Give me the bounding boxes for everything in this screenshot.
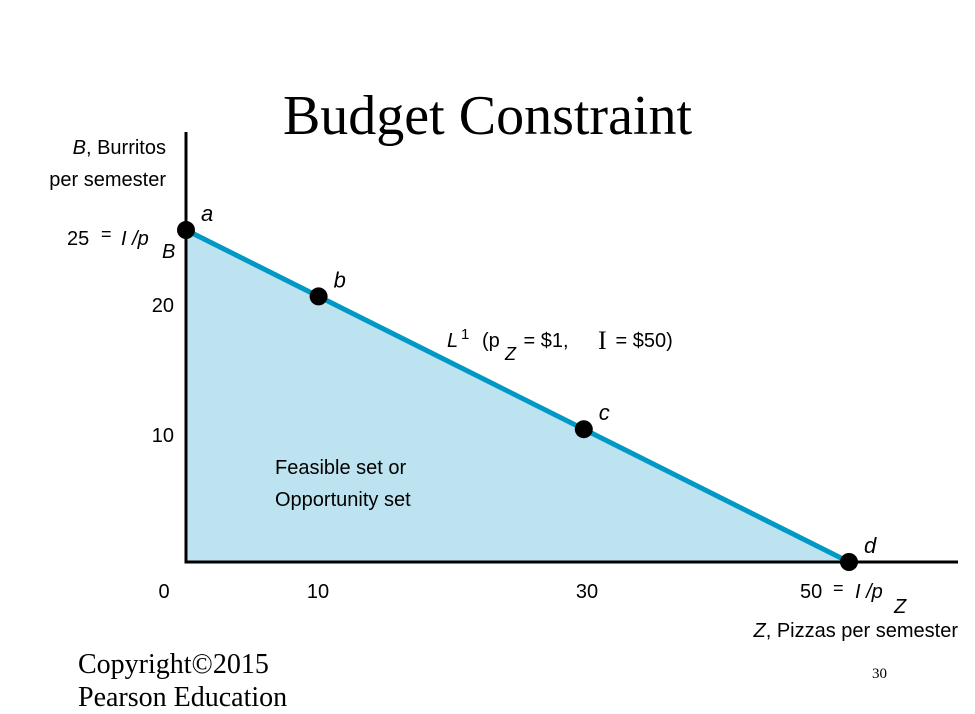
line-label-open: (p: [482, 330, 500, 352]
x-intercept-value: 50: [800, 581, 822, 603]
points-group: a b c d: [177, 201, 877, 571]
point-b: [309, 287, 328, 306]
y-axis-label-line2: per semester: [49, 169, 166, 191]
line-label-income: I: [598, 326, 607, 355]
y-axis-label-rest: , Burritos: [86, 137, 166, 159]
y-tick-label: 10: [152, 425, 174, 447]
point-a: [177, 221, 195, 239]
point-label-c: c: [599, 400, 610, 425]
copyright-line: Pearson Education: [78, 682, 288, 713]
line-label-end: = $50): [610, 330, 673, 352]
y-tick-label: 20: [152, 295, 174, 317]
line-label-mid: = $1,: [518, 330, 580, 352]
y-intercept-value: 25: [67, 228, 89, 250]
point-d: [840, 553, 858, 571]
copyright-line: Copyright©2015: [78, 649, 269, 680]
x-intercept-subscript: Z: [893, 596, 907, 618]
y-intercept-subscript: B: [162, 241, 175, 263]
y-intercept-formula: I /p: [121, 228, 149, 250]
line-label-sub: Z: [504, 344, 517, 364]
x-tick-label: 0: [158, 581, 169, 603]
y-intercept-equals: =: [101, 224, 112, 244]
y-axis-label-var: B: [73, 137, 86, 159]
point-label-a: a: [201, 201, 213, 226]
point-label-d: d: [864, 533, 877, 558]
x-intercept-equals: =: [833, 578, 844, 598]
line-label-sup: 1: [461, 326, 469, 343]
x-axis-label-rest: , Pizzas per semester: [766, 620, 959, 642]
x-axis-label: Z, Pizzas per semester: [752, 620, 958, 642]
slide-number: 30: [872, 666, 887, 682]
feasible-set-label-line2: Opportunity set: [275, 489, 411, 511]
x-axis-label-var: Z: [752, 620, 766, 642]
budget-line: [184, 227, 851, 565]
y-axis-label: B, Burritos: [73, 137, 166, 159]
line-label-var: L: [447, 330, 458, 352]
feasible-set-label-line1: Feasible set or: [275, 457, 407, 479]
budget-line-label: L 1 (p Z = $1, I = $50): [447, 326, 673, 364]
x-intercept-formula: I /p: [855, 581, 883, 603]
slide-title: Budget Constraint: [282, 85, 693, 147]
copyright-notice: Copyright©2015 Pearson Education: [78, 648, 287, 714]
x-tick-label: 10: [307, 581, 329, 603]
x-tick-label: 30: [576, 581, 598, 603]
point-c: [574, 420, 593, 439]
point-label-b: b: [334, 267, 346, 292]
